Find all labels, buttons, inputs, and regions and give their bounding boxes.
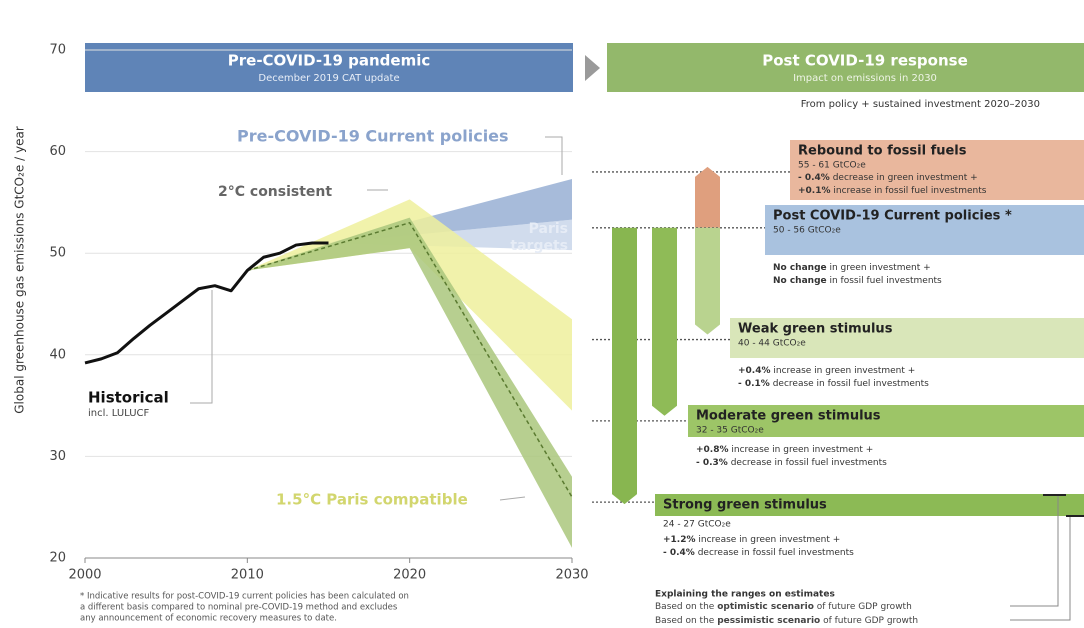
scenario-range: 50 - 56 GtCO₂e [773,226,841,236]
scenario-line-part: increase in green investment + [729,445,874,455]
scenario-box [730,318,1084,358]
x-tick-label: 2000 [68,568,101,583]
scenario-title: Rebound to fossil fuels [798,144,967,159]
scenario-line: +0.1% increase in fossil fuel investment… [798,186,987,196]
stimulus-bar [652,227,677,416]
ranges-line: Based on the optimistic scenario of futu… [655,602,912,612]
y-tick-label: 40 [49,347,66,362]
scenario-line-part: - 0.4% [663,548,695,558]
right-header [607,43,1084,92]
scenario-title: Moderate green stimulus [696,409,881,424]
paris-label: targets [510,238,568,254]
connector [1010,515,1084,621]
ranges-line-part: Based on the [655,602,717,612]
band-label: 2°C consistent [218,184,332,200]
y-tick-label: 30 [49,449,66,464]
ranges-line-part: of future GDP growth [820,616,918,626]
scenario-line-part: decrease in fossil fuel investments [728,458,887,468]
footnote: * Indicative results for post-COVID-19 c… [80,592,409,602]
scenario-line-part: +0.4% [738,366,771,376]
scenario-line-part: +0.1% [798,186,831,196]
scenario-range: 55 - 61 GtCO₂e [798,161,866,171]
left-header-subtitle: December 2019 CAT update [258,73,399,84]
band-label: Pre-COVID-19 Current policies [237,127,509,146]
left-header-title: Pre-COVID-19 pandemic [228,52,431,70]
scenario-line: - 0.3% decrease in fossil fuel investmen… [696,458,887,468]
scenario-line-part: No change [773,276,827,286]
x-tick-label: 2030 [555,568,588,583]
ranges-line-part: pessimistic scenario [717,616,820,626]
scenario-box [655,494,1084,516]
y-tick-label: 60 [49,144,66,159]
scenario-line: +0.8% increase in green investment + [696,445,873,455]
historical-note: incl. LULUCF [88,408,150,419]
scenario-title: Weak green stimulus [738,322,893,337]
x-tick-label: 2020 [393,568,426,583]
scenario-title: Post COVID-19 Current policies * [773,209,1012,224]
band-label: 1.5°C Paris compatible [276,491,468,509]
band [247,217,573,548]
scenario-line: +1.2% increase in green investment + [663,535,840,545]
ranges-title: Explaining the ranges on estimates [655,590,835,600]
stimulus-bar [695,166,720,228]
scenario-range: 40 - 44 GtCO₂e [738,339,806,349]
scenario-line-part: No change [773,263,827,273]
scenario-line: +0.4% increase in green investment + [738,366,915,376]
scenario-line: - 0.4% decrease in fossil fuel investmen… [663,548,854,558]
leader [545,136,563,175]
chevron [585,55,600,81]
scenario-box [790,140,1084,200]
scenario-line-part: increase in green investment + [771,366,916,376]
scenario-range: 24 - 27 GtCO₂e [663,520,731,530]
scenario-line-part: decrease in fossil fuel investments [695,548,854,558]
scenario-line-part: - 0.1% [738,379,770,389]
scenario-line-part: increase in green investment + [696,535,841,545]
scenario-line: - 0.1% decrease in fossil fuel investmen… [738,379,929,389]
stimulus-bar [695,227,720,335]
left-header [85,43,573,92]
scenario-box [688,405,1084,437]
scenario-title: Strong green stimulus [663,498,827,513]
historical-line [84,241,329,365]
pathway-line [247,221,573,498]
scenario-line: - 0.4% decrease in green investment + [798,173,978,183]
historical-label: Historical [88,389,169,407]
leader [190,290,213,404]
right-header-subtitle: Impact on emissions in 2030 [793,73,937,84]
scenario-line: No change in green investment + [773,263,931,273]
scenario-range: 32 - 35 GtCO₂e [696,426,764,436]
y-axis-label: Global greenhouse gas emissions GtCO₂e /… [13,126,27,414]
ranges-line-part: optimistic scenario [717,602,814,612]
ranges-line: Based on the pessimistic scenario of fut… [655,616,918,626]
scenario-line-part: +1.2% [663,535,696,545]
footnote: any announcement of economic recovery me… [80,614,337,624]
leader [499,496,526,501]
y-tick-label: 50 [49,246,66,261]
ranges-line-part: Based on the [655,616,717,626]
scenario-line-part: in green investment + [827,263,931,273]
scenario-line-part: +0.8% [696,445,729,455]
y-tick-label: 20 [49,551,66,566]
x-tick-label: 2010 [231,568,264,583]
paris-label: Paris [529,221,568,237]
scenario-line-part: decrease in green investment + [830,173,978,183]
scenario-line-part: increase in fossil fuel investments [831,186,987,196]
right-note: From policy + sustained investment 2020–… [801,99,1040,110]
scenario-line-part: in fossil fuel investments [827,276,942,286]
scenario-line: No change in fossil fuel investments [773,276,942,286]
y-tick-label: 70 [49,43,66,58]
scenario-line-part: - 0.3% [696,458,728,468]
scenario-line-part: decrease in fossil fuel investments [770,379,929,389]
stimulus-bar [612,227,637,505]
right-header-title: Post COVID-19 response [762,52,968,70]
scenario-box [765,205,1084,255]
scenario-line-part: - 0.4% [798,173,830,183]
ranges-line-part: of future GDP growth [814,602,912,612]
footnote: a different basis compared to nominal pr… [80,603,398,613]
